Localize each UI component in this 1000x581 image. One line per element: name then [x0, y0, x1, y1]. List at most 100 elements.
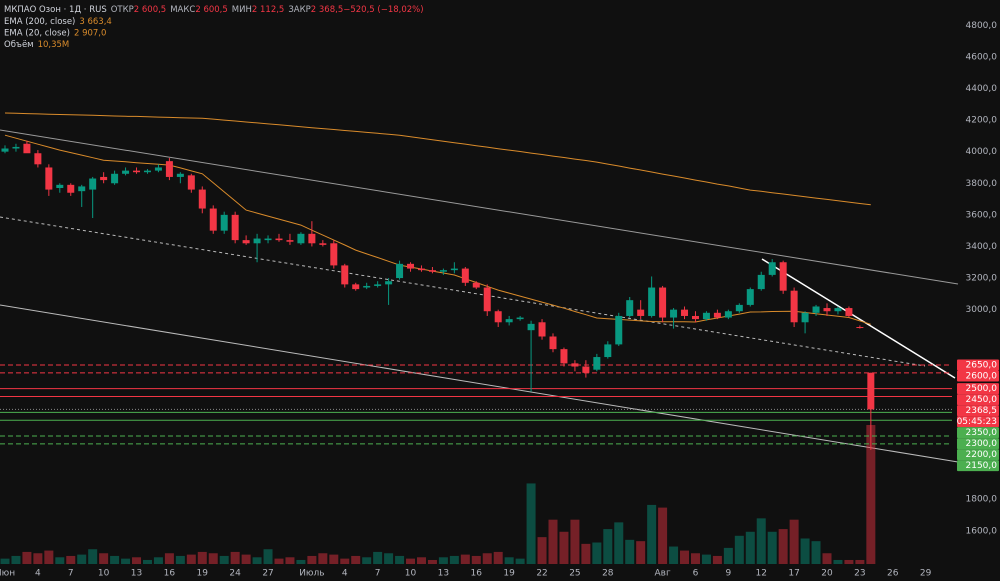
candle-body: [582, 366, 590, 373]
candle-body: [845, 308, 853, 316]
candle-body: [549, 336, 557, 350]
volume-bar: [384, 553, 394, 564]
volume-bar: [99, 553, 109, 564]
level-label-box: [957, 370, 999, 382]
candle-body: [527, 323, 535, 331]
volume-bar: [110, 555, 120, 564]
trend-line: [761, 258, 956, 379]
candle-body: [12, 146, 20, 149]
ema-line: [4, 112, 871, 206]
volume-bar: [252, 557, 262, 564]
volume-bar: [307, 555, 317, 564]
volume-bar: [427, 559, 437, 564]
candle-body: [352, 284, 360, 290]
volume-bar: [680, 550, 690, 564]
volume-bar: [132, 557, 142, 564]
candle-body: [746, 289, 754, 305]
candle-body: [143, 170, 151, 173]
candle-body: [165, 161, 173, 177]
x-tick-label: 16: [164, 569, 176, 579]
volume-bar: [33, 553, 43, 564]
x-tick-label: 22: [536, 569, 547, 579]
y-tick-label: 4000,0: [966, 147, 998, 157]
candle-body: [308, 233, 316, 244]
level-label: 2600,0: [966, 371, 998, 381]
legend-label: Объём: [4, 40, 34, 50]
volume-bar: [690, 553, 700, 564]
ohlc-label: ОТКР: [111, 5, 134, 15]
candle-body: [702, 312, 710, 320]
candle-body: [1, 148, 9, 152]
candle-body: [417, 268, 425, 271]
volume-bar: [219, 555, 229, 564]
level-label: 2368,5: [966, 406, 998, 416]
x-tick-label: 9: [725, 569, 731, 579]
volume-bar: [0, 558, 10, 564]
level-label: 2150,0: [966, 461, 998, 471]
volume-bar: [230, 551, 240, 564]
candle-body: [637, 309, 645, 316]
legend-entry: EMA (20, close) 2 907,0: [4, 28, 106, 38]
x-tick-label: 27: [262, 569, 273, 579]
drawings: [0, 129, 959, 463]
volume-bar: [186, 554, 196, 564]
volume-bar: [449, 555, 459, 564]
volume-bar: [493, 551, 503, 564]
level-label-box: [957, 427, 999, 439]
legend-value: 3 663,4: [79, 17, 111, 27]
volume-bar: [164, 553, 174, 564]
x-tick-label: 20: [821, 569, 833, 579]
level-label-box: [957, 359, 999, 371]
x-tick-label: 6: [693, 569, 699, 579]
volume-bar: [406, 558, 416, 564]
ohlc-value: 2 112,5: [252, 5, 284, 15]
volume-bar: [647, 504, 657, 564]
level-label: 2650,0: [966, 360, 998, 370]
level-label-box: [957, 383, 999, 395]
candle-body: [89, 178, 97, 190]
candle-body: [220, 214, 228, 231]
volume-bar: [592, 542, 602, 564]
x-tick-label: 7: [68, 569, 74, 579]
volume-bar: [625, 539, 635, 564]
y-tick-label: 1800,0: [966, 495, 998, 505]
candle-body: [385, 281, 393, 285]
x-tick-label: 4: [35, 569, 41, 579]
level-label: 2450,0: [966, 395, 998, 405]
legend-label: EMA (20, close): [4, 28, 70, 38]
x-tick-label: 19: [503, 569, 515, 579]
candle-body: [275, 238, 283, 241]
volume-bar: [175, 555, 185, 564]
x-tick-label: 16: [471, 569, 483, 579]
candle-body: [571, 363, 579, 367]
candle-body: [297, 233, 305, 244]
candle-body: [330, 243, 338, 266]
candle-body: [483, 287, 491, 312]
plot: [0, 112, 952, 564]
volume-bar: [658, 507, 668, 564]
candle-body: [363, 285, 371, 288]
candle-body: [593, 357, 601, 370]
x-tick-label: 10: [98, 569, 110, 579]
candle-body: [100, 176, 108, 181]
ohlc-value: 2 368,5: [311, 5, 343, 15]
x-tick-label: Авг: [654, 569, 670, 579]
volume-bar: [855, 559, 865, 564]
level-label-box: [957, 449, 999, 461]
volume-bar: [395, 555, 405, 564]
volume-bar: [734, 535, 744, 564]
trend-line: [0, 129, 959, 285]
volume-bar: [537, 537, 547, 564]
candle-body: [505, 319, 513, 323]
legend-value: 2 907,0: [74, 28, 106, 38]
volume-bar: [800, 538, 810, 564]
candle-body: [56, 184, 64, 188]
volume-bar: [471, 555, 481, 564]
candle-body: [407, 263, 415, 269]
candle-body: [681, 309, 689, 316]
candle-body: [823, 308, 831, 312]
candle-body: [154, 167, 162, 171]
candle-body: [801, 312, 809, 323]
countdown-box: [957, 416, 999, 428]
volume-bar: [636, 541, 646, 564]
